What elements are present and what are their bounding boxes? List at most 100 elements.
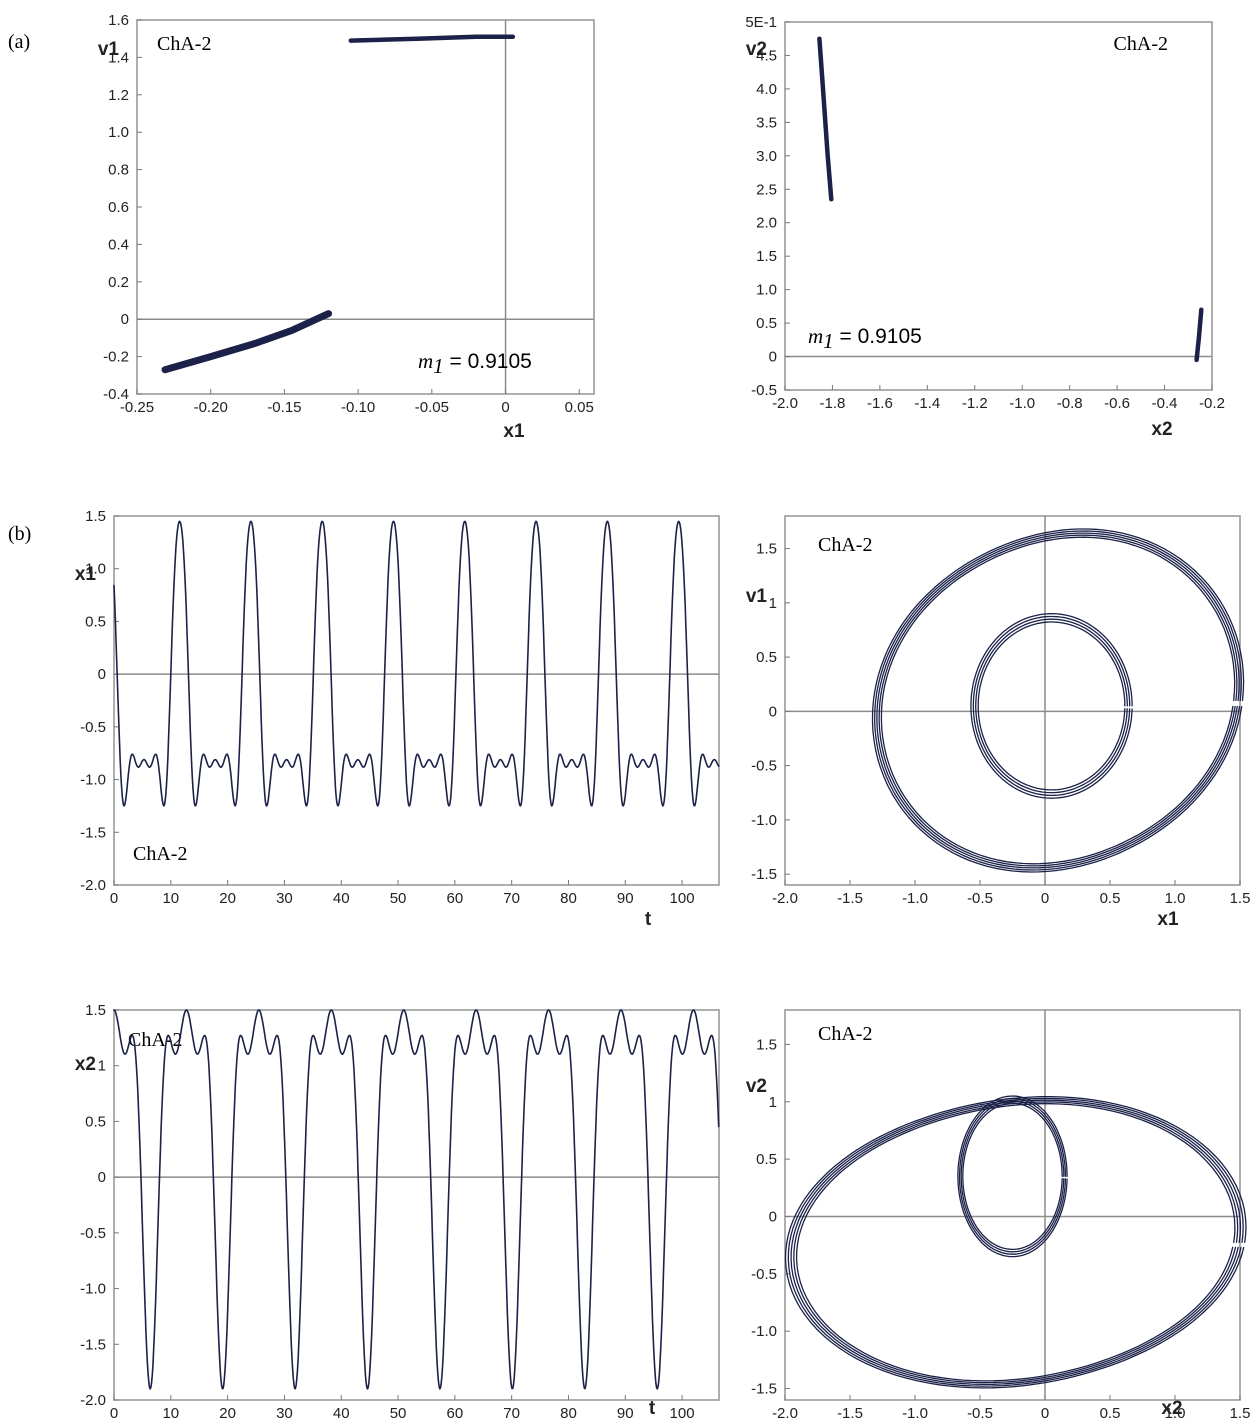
y-tick-label: 0.5 [756,649,777,666]
y-tick-label: 4.0 [756,81,777,98]
x-tick-label: 60 [447,1405,464,1422]
orbit-inner-loop [957,1095,1068,1258]
y-tick-label: 0 [98,1169,106,1186]
series-line [113,1009,720,1390]
x-tick-label: -1.6 [867,395,893,412]
x-tick-label: 50 [390,890,407,907]
y-tick-label: -1.0 [751,812,777,829]
chart-b-x2-t: -2.0 -1.5 -1.0 -0.5 0 0.5 1 1.5 0 10 20 30 40 50 60 70 8… [75,1002,720,1422]
y-tick-label: -1.0 [80,772,106,789]
chart-b-v2-x2: -1.5 -1.0 -0.5 0 0.5 1 1.5 -2.0 -1.5 -1.0 -0.5 0 0.5… [746,1009,1250,1422]
y-axis-label: v2 [746,39,767,60]
y-tick-label: -0.5 [751,1266,777,1283]
y-tick-label: 3.0 [756,148,777,165]
orbit-inner-loop [975,618,1128,794]
y-tick-label: 1 [98,1058,106,1075]
y-tick-label: 1 [769,595,777,612]
orbit-outer-loop [874,530,1242,871]
x-tick-label: 100 [670,890,695,907]
y-axis-label: x1 [75,564,97,585]
y-axis-label: v1 [746,586,768,607]
y-tick-label: 1 [769,1094,777,1111]
x-tick-label: 0 [1041,890,1049,907]
y-tick-label: -2.0 [80,1392,106,1409]
x-axis-label: x1 [503,421,525,442]
x-tick-label: -1.4 [914,395,940,412]
y-tick-label: 0.5 [85,613,106,630]
y-tick-label: 3.5 [756,114,777,131]
x-axis-label: t [645,909,652,930]
y-tick-label: 0.5 [85,1113,106,1130]
panel-label-a: (a) [8,31,30,53]
x-tick-label: 90 [617,890,634,907]
y-tick-label: 1.4 [108,49,129,66]
y-tick-label: 1.6 [108,12,129,29]
x-axis-label: x1 [1157,909,1179,930]
x-tick-label: 0 [110,1405,118,1422]
y-tick-label: -0.5 [80,719,106,736]
x-tick-label: 1.0 [1165,890,1186,907]
x-tick-label: -0.20 [194,399,228,416]
orbit-outer-loop [793,1101,1239,1384]
plot-frame [784,21,1213,391]
x-tick-label: 10 [162,1405,179,1422]
x-tick-label: 50 [390,1405,407,1422]
x-tick-label: 100 [670,1405,695,1422]
orbit-outer-loop [871,528,1245,873]
series-band [1194,307,1204,363]
x-tick-label: 30 [276,890,293,907]
y-tick-label: 1.0 [85,561,106,578]
y-tick-label: 0.5 [756,315,777,332]
y-tick-label: 1.5 [85,1002,106,1019]
x-tick-label: -0.8 [1057,395,1083,412]
y-axis-label: x2 [75,1054,96,1075]
x-tick-label: 1.5 [1230,890,1251,907]
y-tick-label: -0.5 [751,382,777,399]
x-tick-label: -1.5 [837,1405,863,1422]
x-tick-label: 0 [110,890,118,907]
y-tick-label: -0.2 [103,349,129,366]
orbit-outer-loop [787,1097,1244,1387]
chart-b-v1-x1: -1.5 -1.0 -0.5 0 0.5 1 1.5 -2.0 -1.5 -1.0 -0.5 0 0.5… [746,515,1251,930]
orbit-outer-loop [795,1103,1236,1382]
x-tick-label: 0 [501,399,509,416]
x-axis-label: x2 [1151,419,1172,440]
x-tick-label: 30 [276,1405,293,1422]
orbit-inner-loop [958,1097,1067,1255]
y-tick-label: -0.4 [103,386,129,403]
x-tick-label: 1.0 [1165,1405,1186,1422]
x-tick-label: 70 [503,1405,520,1422]
x-tick-label: -0.4 [1152,395,1178,412]
y-tick-label: 0.4 [108,236,129,253]
y-tick-label: 1.0 [756,282,777,299]
x-tick-label: 40 [333,1405,350,1422]
y-tick-label: -1.5 [80,824,106,841]
x-axis-label: t [649,1398,656,1419]
orbit-inner-loop [977,621,1126,791]
y-tick-label: 1.5 [756,541,777,558]
plot-frame [784,515,1241,886]
chart-annotation: ChA-2 [818,1023,872,1045]
y-tick-label: -1.5 [751,1381,777,1398]
x-tick-label: 20 [219,890,236,907]
orbit-outer-loop [790,1099,1242,1386]
y-tick-label: 1.5 [85,508,106,525]
x-tick-label: -0.2 [1199,395,1225,412]
y-tick-label: 0.8 [108,162,129,179]
chart-annotation: ChA-2 [818,534,872,556]
series-line [113,520,720,807]
orbit-inner-loop [962,1102,1063,1251]
x-tick-label: 70 [503,890,520,907]
y-tick-label: 5E-1 [745,14,777,31]
x-tick-label: 10 [162,890,179,907]
plot-frame [136,19,595,395]
x-tick-label: -1.5 [837,890,863,907]
x-tick-label: -0.05 [415,399,449,416]
y-tick-label: -2.0 [80,877,106,894]
y-tick-label: 0 [769,1208,777,1225]
panel-label-b: (b) [8,523,31,545]
chart-b-x1-t: -2.0 -1.5 -1.0 -0.5 0 0.5 1.0 1.5 0 10 20 30 40 50 60 7… [75,508,720,930]
orbit-inner-loop [972,615,1131,797]
x-tick-label: 0 [1041,1405,1049,1422]
